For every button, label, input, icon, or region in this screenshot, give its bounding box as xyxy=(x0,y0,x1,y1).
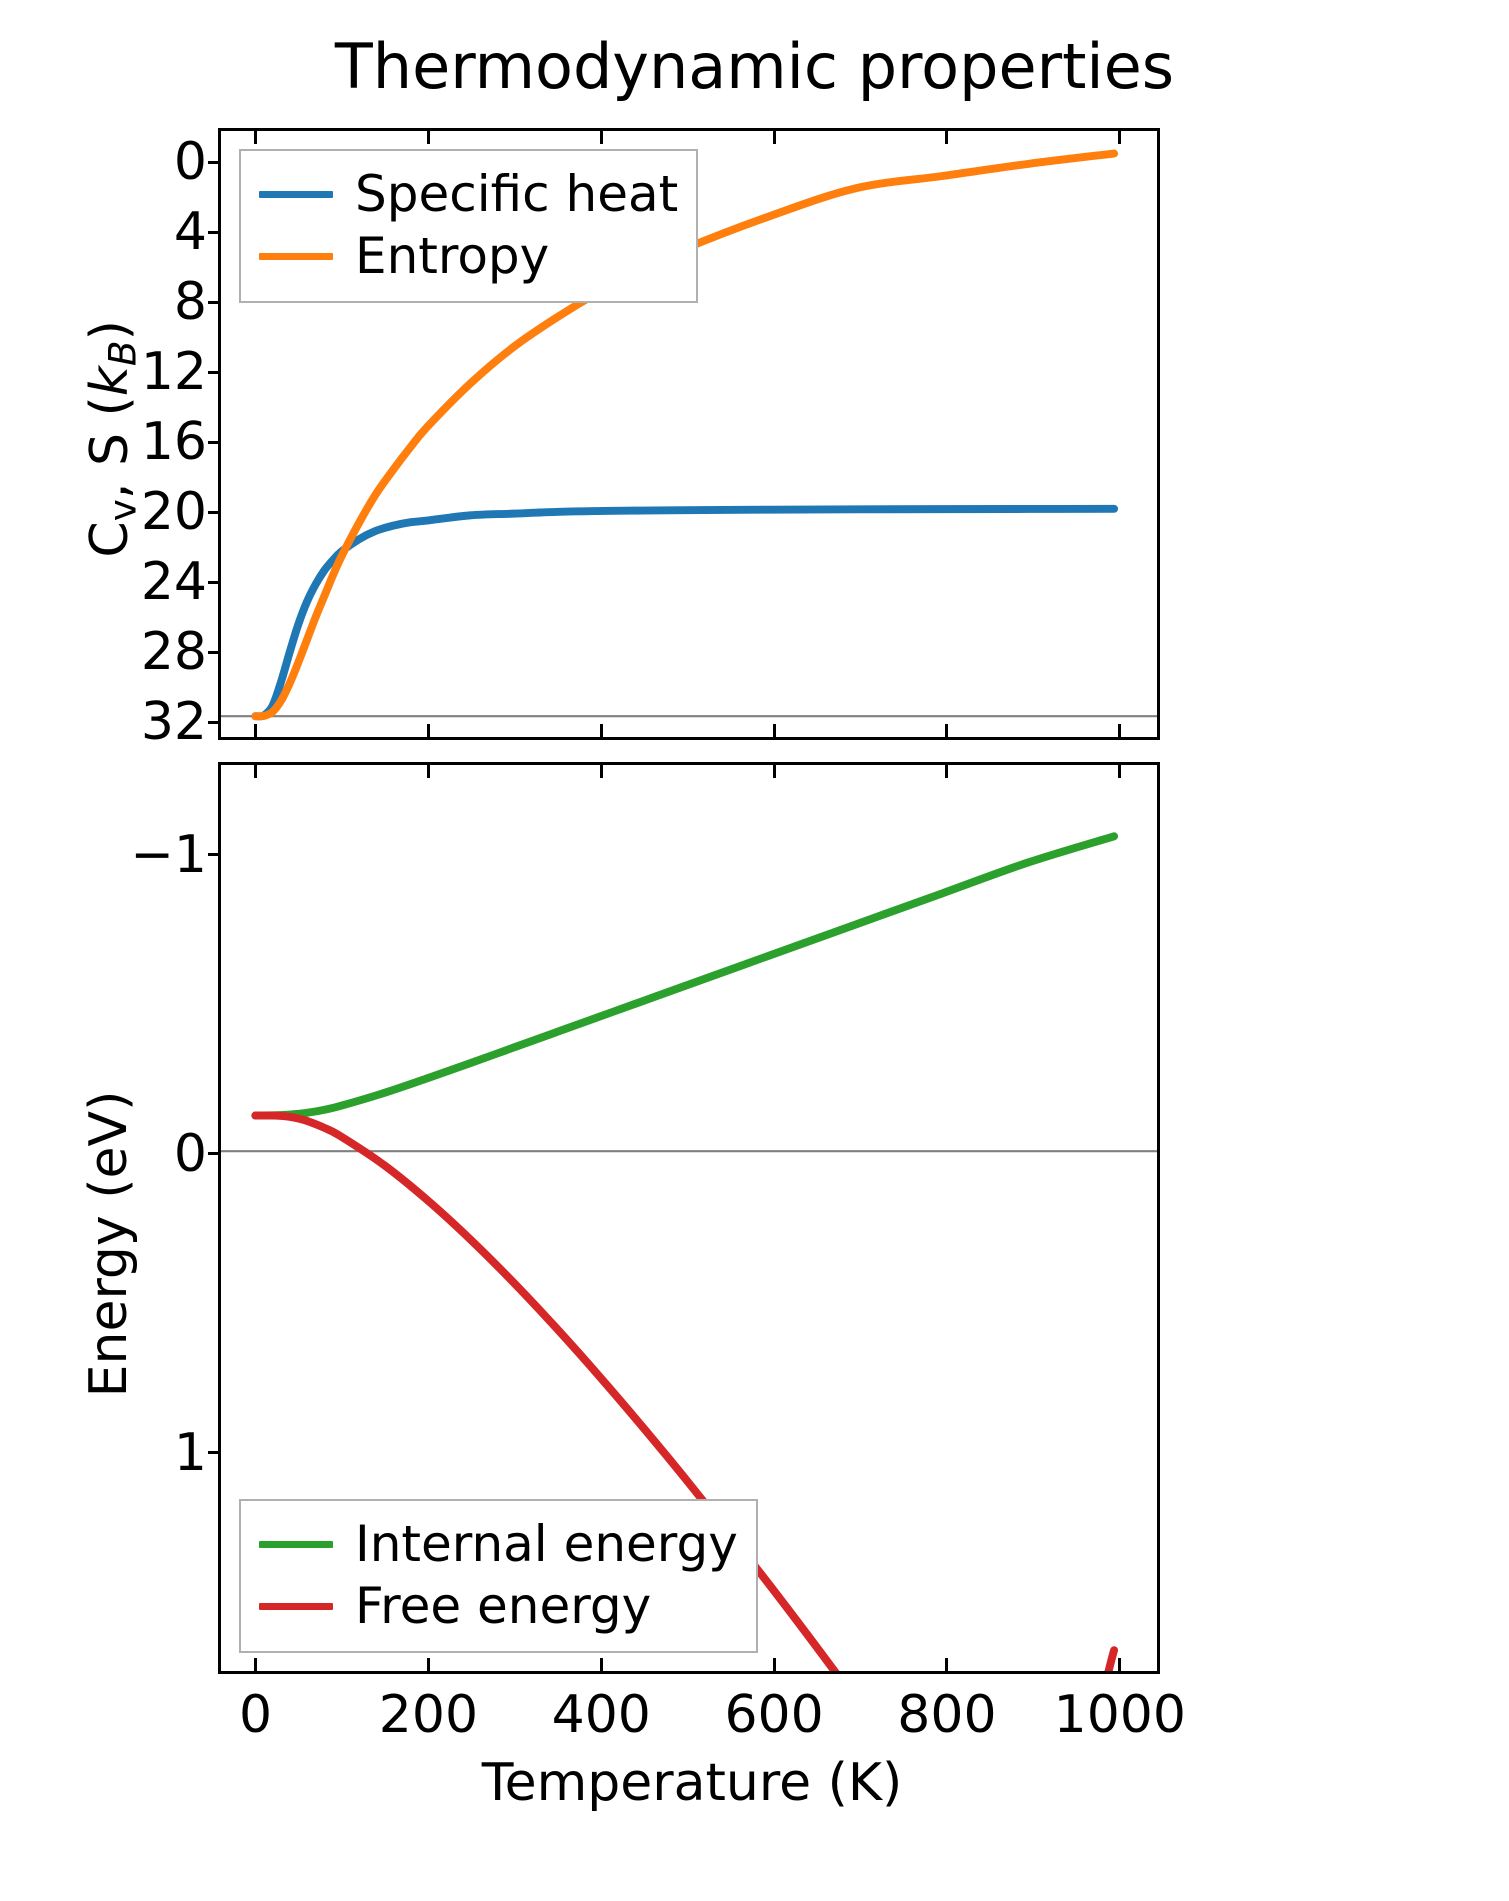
y-tick-label: 24 xyxy=(141,556,207,608)
legend-swatch-internal-energy xyxy=(259,1541,333,1548)
ylabel-close-paren: ) xyxy=(80,320,140,340)
ylabel-cv-subscript: v xyxy=(100,499,144,521)
figure-title: Thermodynamic properties xyxy=(0,34,1509,99)
x-tick-label: 0 xyxy=(239,1689,272,1741)
legend-label-free-energy: Free energy xyxy=(355,1581,651,1631)
x-tick-mark xyxy=(427,724,430,737)
y-tick-mark xyxy=(208,231,221,234)
bottom-panel-legend: Internal energy Free energy xyxy=(239,1499,758,1653)
y-tick-label: 12 xyxy=(141,346,207,398)
y-tick-label: 16 xyxy=(141,416,207,468)
bottom-panel-y-axis-label: Energy (eV) xyxy=(83,984,135,1504)
legend-swatch-specific-heat xyxy=(259,191,333,198)
legend-item-specific-heat[interactable]: Specific heat xyxy=(259,163,678,225)
ylabel-kb-subscript: B xyxy=(100,340,144,366)
x-tick-mark xyxy=(1118,1658,1121,1671)
y-tick-mark xyxy=(208,511,221,514)
axes-top-panel: 322824201612840 Cv, S (kB) Specific heat… xyxy=(218,128,1160,740)
top-panel-y-axis-label: Cv, S (kB) xyxy=(84,229,142,649)
y-tick-label: 20 xyxy=(141,486,207,538)
x-tick-mark xyxy=(773,1658,776,1671)
x-tick-mark xyxy=(254,724,257,737)
y-tick-label: 0 xyxy=(174,1128,207,1180)
x-tick-mark-top xyxy=(254,131,257,144)
x-tick-mark-top xyxy=(254,765,257,778)
x-tick-mark-top xyxy=(1118,131,1121,144)
y-tick-mark xyxy=(208,1451,221,1454)
x-tick-label: 200 xyxy=(379,1689,478,1741)
y-tick-mark xyxy=(208,853,221,856)
x-tick-mark xyxy=(945,724,948,737)
y-tick-label: 0 xyxy=(174,136,207,188)
y-tick-mark xyxy=(208,651,221,654)
x-tick-mark-top xyxy=(773,765,776,778)
x-tick-label: 600 xyxy=(724,1689,823,1741)
y-tick-mark xyxy=(208,581,221,584)
x-tick-mark-top xyxy=(427,131,430,144)
x-tick-label: 800 xyxy=(897,1689,996,1741)
legend-item-internal-energy[interactable]: Internal energy xyxy=(259,1513,738,1575)
y-tick-label: 28 xyxy=(141,626,207,678)
x-tick-mark-top xyxy=(600,765,603,778)
legend-label-entropy: Entropy xyxy=(355,231,549,281)
y-tick-mark xyxy=(208,301,221,304)
y-tick-label: −1 xyxy=(130,829,207,881)
x-tick-mark-top xyxy=(1118,765,1121,778)
x-tick-mark-top xyxy=(773,131,776,144)
legend-label-specific-heat: Specific heat xyxy=(355,169,678,219)
x-tick-label: 1000 xyxy=(1054,1689,1186,1741)
top-panel-legend: Specific heat Entropy xyxy=(239,149,698,303)
x-tick-mark-top xyxy=(600,131,603,144)
y-tick-mark xyxy=(208,161,221,164)
x-tick-mark xyxy=(773,724,776,737)
series-line-specific-heat xyxy=(255,509,1114,717)
legend-item-free-energy[interactable]: Free energy xyxy=(259,1575,738,1637)
y-tick-label: 4 xyxy=(174,206,207,258)
x-axis-label: Temperature (K) xyxy=(221,1757,1163,1809)
y-tick-mark xyxy=(208,1152,221,1155)
x-tick-mark-top xyxy=(945,131,948,144)
legend-item-entropy[interactable]: Entropy xyxy=(259,225,678,287)
x-tick-mark xyxy=(600,1658,603,1671)
figure-canvas: Thermodynamic properties 322824201612840… xyxy=(0,0,1509,1901)
y-tick-label: 32 xyxy=(141,696,207,748)
x-tick-mark xyxy=(254,1658,257,1671)
x-tick-mark-top xyxy=(945,765,948,778)
axes-bottom-panel: 10−1 02004006008001000 Energy (eV) Tempe… xyxy=(218,762,1160,1674)
y-tick-label: 8 xyxy=(174,276,207,328)
ylabel-cv-text: C xyxy=(80,521,140,557)
x-tick-mark xyxy=(427,1658,430,1671)
x-tick-mark xyxy=(600,724,603,737)
legend-label-internal-energy: Internal energy xyxy=(355,1519,738,1569)
legend-swatch-entropy xyxy=(259,253,333,260)
x-tick-mark-top xyxy=(427,765,430,778)
x-tick-mark xyxy=(1118,724,1121,737)
y-tick-label: 1 xyxy=(174,1427,207,1479)
ylabel-kb-symbol: k xyxy=(80,366,140,396)
y-tick-mark xyxy=(208,371,221,374)
y-tick-mark xyxy=(208,441,221,444)
legend-swatch-free-energy xyxy=(259,1603,333,1610)
x-tick-label: 400 xyxy=(552,1689,651,1741)
ylabel-separator: , S ( xyxy=(80,396,140,499)
series-line-internal-energy xyxy=(255,836,1114,1115)
x-tick-mark xyxy=(945,1658,948,1671)
y-tick-mark xyxy=(208,721,221,724)
